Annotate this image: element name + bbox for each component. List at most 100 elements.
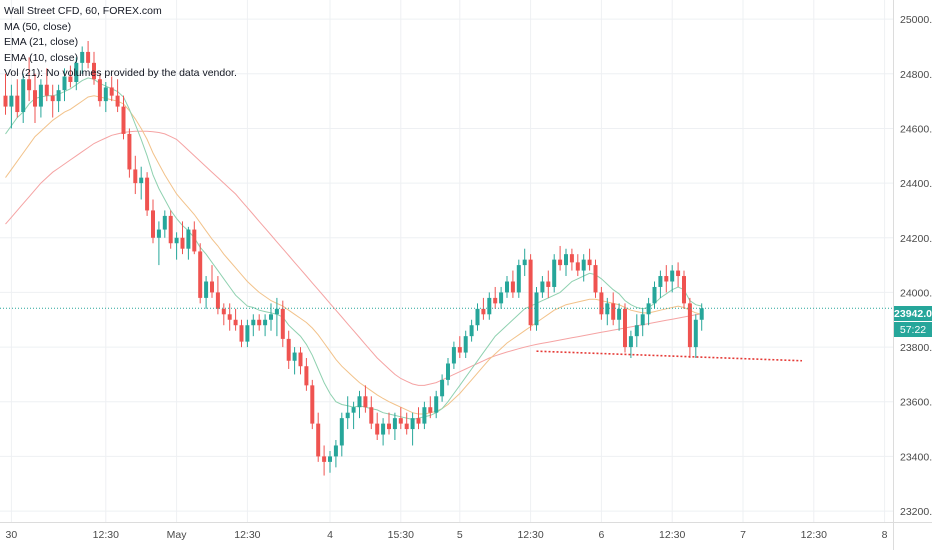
candle-body: [487, 297, 492, 315]
candle-body: [339, 418, 344, 446]
candle-body: [180, 237, 185, 249]
candle: [103, 81, 108, 113]
candle: [257, 314, 262, 331]
candle-body: [475, 308, 480, 326]
candle-body: [86, 51, 91, 63]
candle-body: [80, 51, 85, 63]
candle: [469, 319, 474, 342]
candle: [115, 79, 120, 113]
ema10-path: [5, 77, 702, 421]
candle-body: [392, 418, 397, 430]
candle: [263, 314, 268, 337]
symbol-title[interactable]: Wall Street CFD, 60, FOREX.com: [4, 5, 162, 17]
candle: [198, 243, 203, 304]
candle: [151, 199, 155, 244]
candle: [552, 254, 557, 293]
candle-body: [528, 259, 533, 326]
candle: [410, 412, 415, 446]
candle: [404, 412, 409, 435]
candle-body: [699, 308, 704, 320]
candle-body: [127, 133, 132, 170]
candle-body: [328, 456, 332, 462]
x-tick-label: 15:30: [388, 529, 414, 541]
candle-body: [133, 169, 138, 184]
y-tick-label: 24400.0: [900, 178, 932, 190]
candle-body: [587, 259, 592, 266]
legend-ema10[interactable]: EMA (10, close): [4, 51, 79, 64]
candle: [416, 407, 421, 430]
candle-body: [56, 90, 61, 102]
candle-body: [599, 292, 604, 315]
candle: [463, 330, 468, 359]
candle-body: [451, 347, 456, 364]
legend-volume[interactable]: Vol (21): No volumes provided by the dat…: [4, 67, 237, 80]
candle: [623, 303, 627, 353]
candle-body: [505, 281, 509, 293]
time-axis[interactable]: 30 12:30 May 12:30 4 15:30 5 12:30 6 12:30 7 12:30 8: [6, 529, 888, 541]
candle: [440, 374, 445, 402]
candle-body: [97, 79, 102, 102]
candle-body: [658, 276, 663, 287]
candle-body: [151, 210, 155, 238]
candle: [221, 303, 226, 326]
candle-body: [239, 325, 244, 342]
x-tick-label: May: [167, 529, 188, 541]
candle: [269, 303, 273, 331]
legend-ma50[interactable]: MA (50, close): [4, 20, 72, 33]
candle: [33, 73, 37, 123]
x-tick-label: 12:30: [234, 529, 260, 541]
candle-body: [27, 79, 32, 91]
candle: [56, 84, 61, 113]
y-tick-label: 23600.0: [900, 397, 932, 409]
x-tick-label: 12:30: [93, 529, 119, 541]
last-price-value: 23942.0: [894, 308, 932, 320]
candle: [298, 347, 303, 375]
candle: [499, 286, 504, 309]
legend-ema21[interactable]: EMA (21, close): [4, 36, 79, 49]
candle: [50, 84, 55, 118]
candle-body: [664, 276, 669, 282]
candle-body: [369, 407, 374, 424]
candle: [363, 385, 368, 413]
price-axis[interactable]: 23200.0 23400.0 23600.0 23800.0 24000.0 24200…: [900, 14, 932, 518]
candle-body: [387, 423, 391, 430]
candle-body: [569, 254, 574, 263]
candle: [80, 46, 85, 74]
candle: [62, 68, 67, 102]
candle: [605, 297, 610, 326]
last-price-label: 23942.0 57:22: [894, 306, 932, 337]
candle-body: [21, 79, 26, 113]
candle-body: [446, 363, 450, 380]
candle: [381, 418, 386, 446]
candle: [446, 358, 450, 386]
candle: [133, 155, 138, 195]
y-tick-label: 24200.0: [900, 233, 932, 245]
candle: [564, 248, 568, 277]
candle-body: [510, 281, 515, 293]
candle-body: [363, 396, 368, 408]
candle-body: [215, 292, 220, 309]
ema21-line: [5, 95, 702, 415]
candle: [304, 358, 309, 391]
candle: [628, 330, 633, 359]
candle-body: [263, 319, 268, 326]
candle: [522, 248, 527, 277]
candle-body: [15, 95, 20, 113]
candle-body: [322, 456, 327, 462]
candle-body: [204, 281, 209, 298]
candle: [593, 259, 598, 298]
candle: [510, 270, 515, 298]
candle-body: [38, 84, 43, 107]
candle: [180, 221, 185, 255]
candle: [652, 281, 657, 309]
candle-body: [310, 385, 315, 424]
candle-body: [292, 352, 297, 361]
x-tick-label: 5: [457, 529, 463, 541]
candle: [345, 396, 350, 430]
candle-body: [227, 314, 232, 320]
candle: [357, 390, 362, 419]
candle-body: [516, 265, 521, 293]
candle: [3, 73, 8, 115]
ema21-path: [5, 95, 702, 415]
